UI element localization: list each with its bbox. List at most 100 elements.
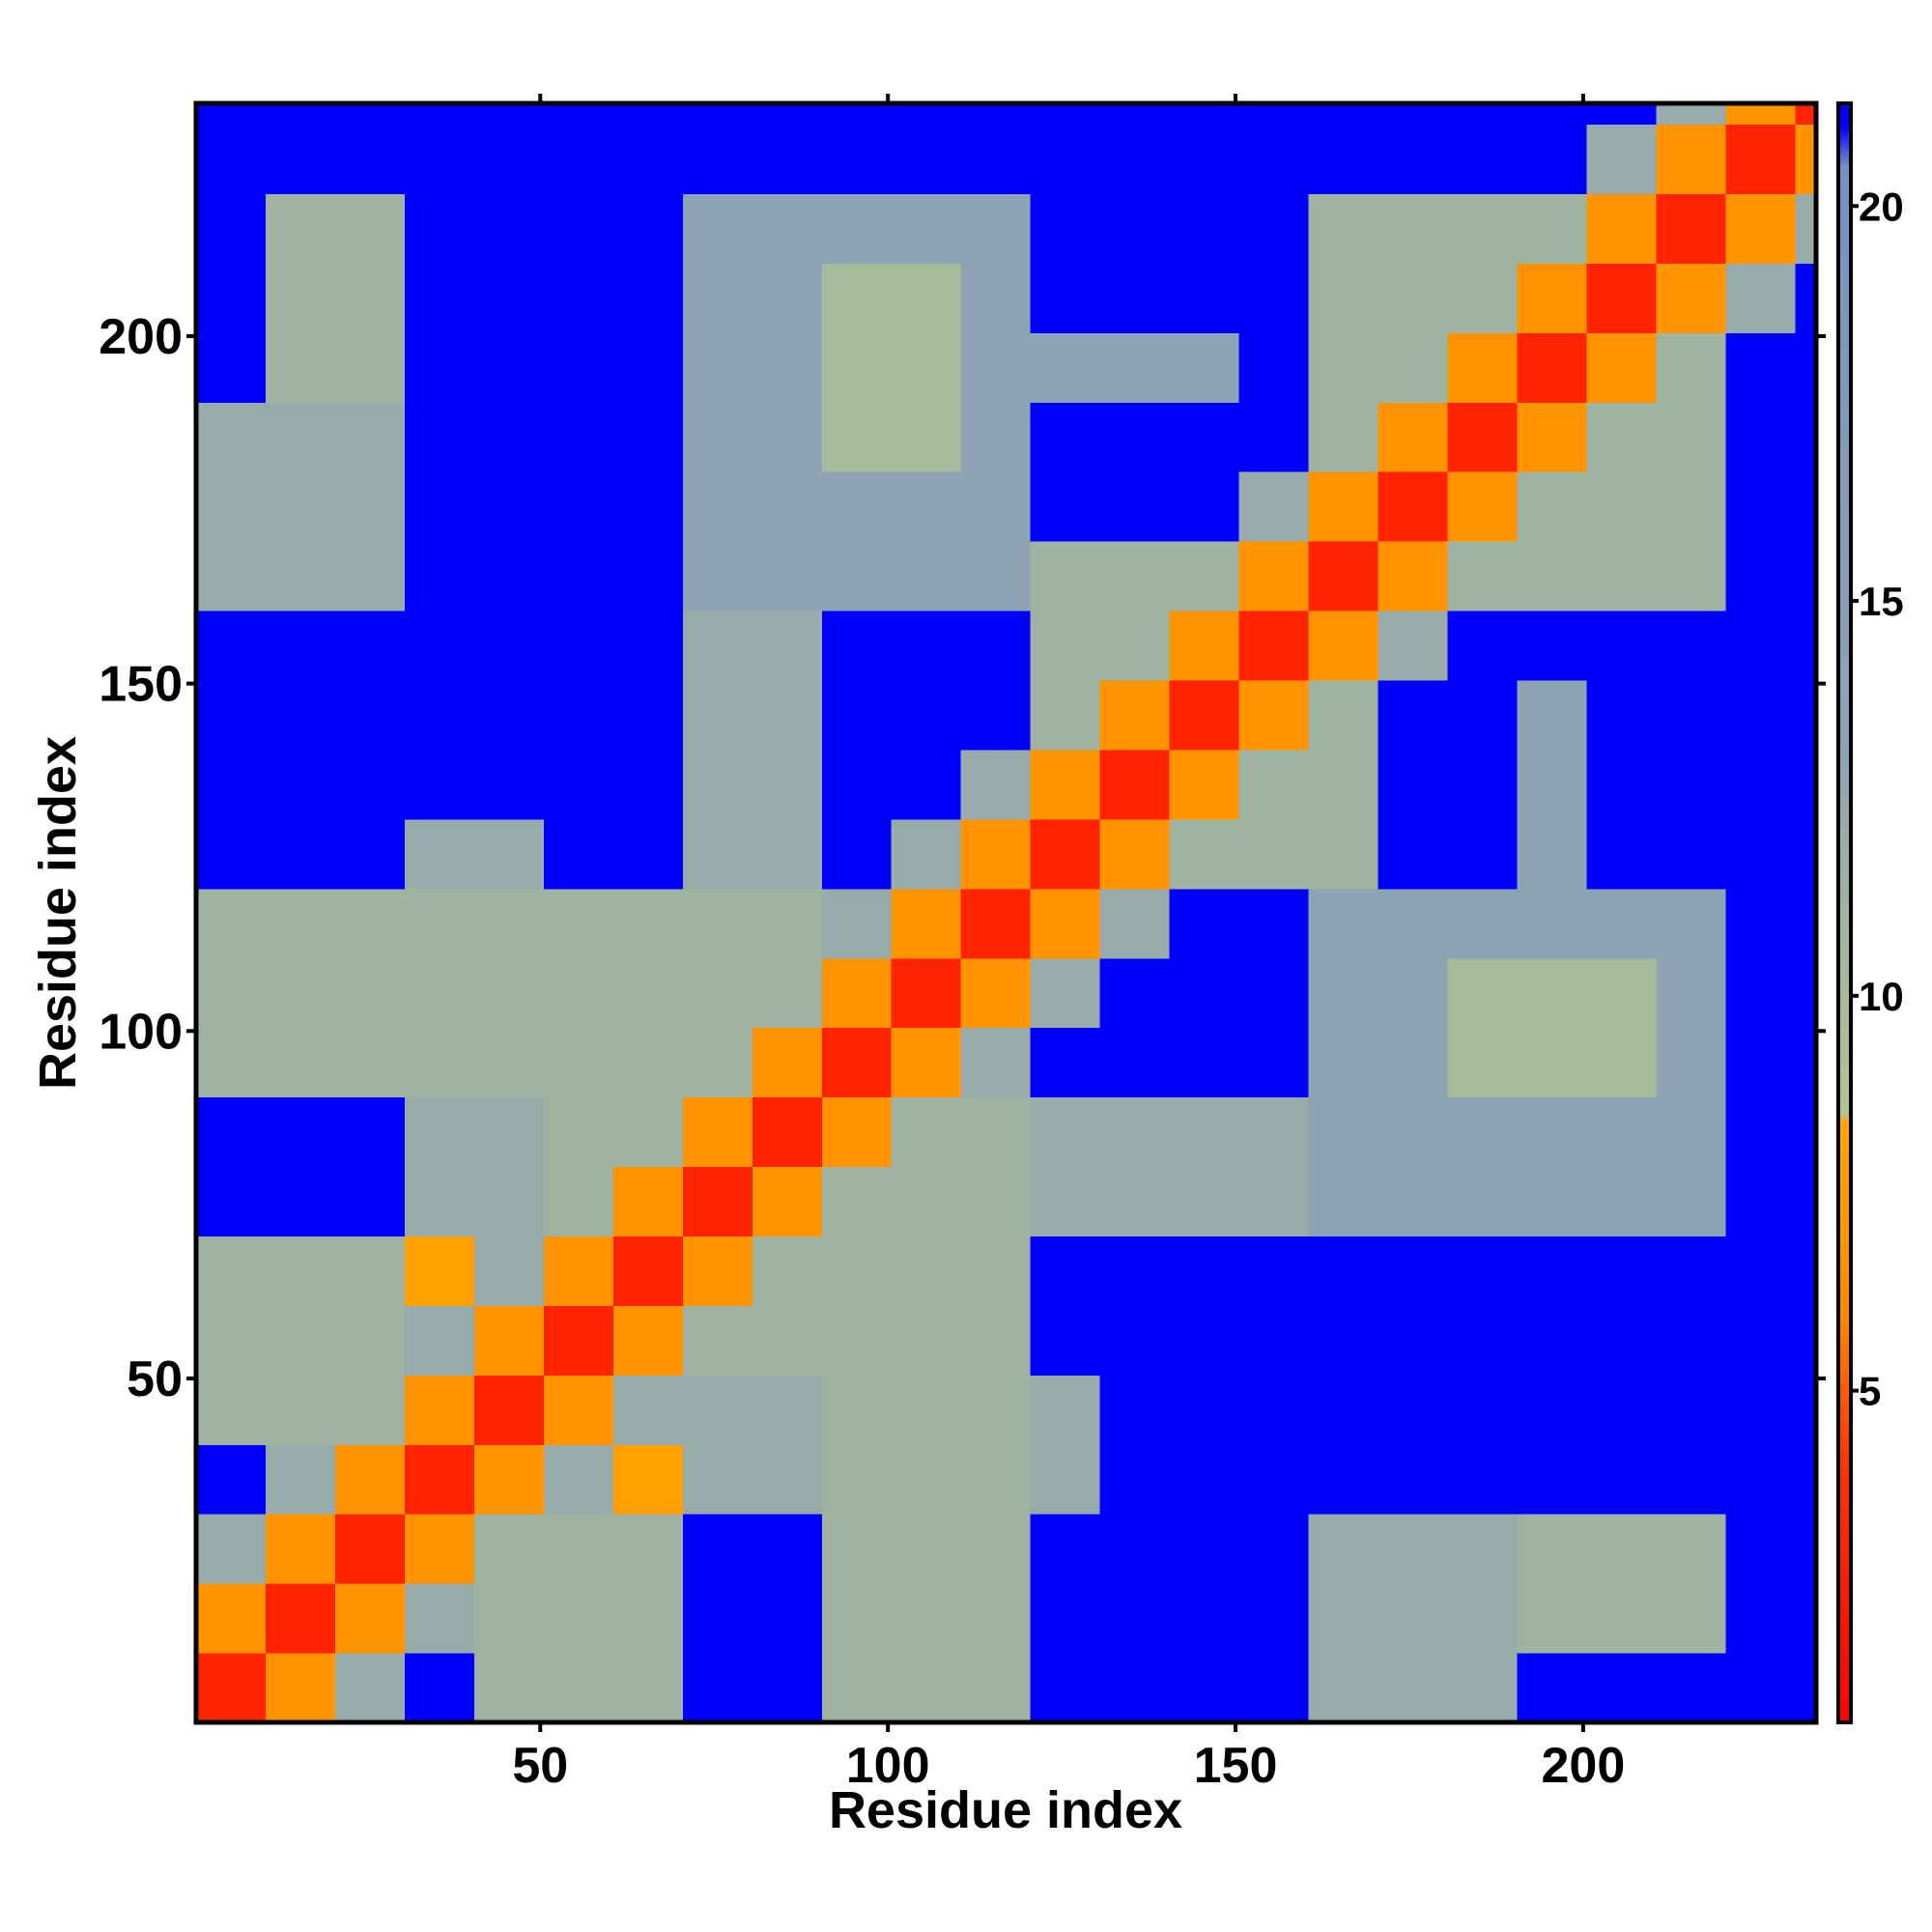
cell — [1517, 193, 1587, 264]
cell — [1656, 402, 1726, 472]
cell — [1238, 402, 1310, 472]
cell — [1238, 1583, 1310, 1654]
cell — [682, 1236, 753, 1306]
cell — [1308, 263, 1379, 333]
cell — [1586, 1096, 1657, 1168]
cell — [1656, 680, 1726, 751]
cell — [1517, 818, 1587, 890]
cell — [1586, 888, 1657, 959]
cell — [1378, 1514, 1449, 1584]
cell — [1378, 1653, 1449, 1723]
cell — [1030, 541, 1101, 611]
cell — [612, 263, 684, 333]
cell — [1378, 611, 1449, 681]
cell — [752, 471, 823, 542]
cell — [404, 680, 475, 751]
cell — [196, 402, 267, 472]
cell — [752, 103, 823, 126]
cell — [404, 1653, 475, 1723]
cell — [196, 888, 267, 959]
cell — [1725, 1444, 1796, 1515]
cell — [752, 402, 823, 472]
cell — [1378, 749, 1449, 820]
cell — [404, 541, 475, 611]
cell — [891, 1375, 962, 1445]
cell — [1656, 1514, 1726, 1584]
cell — [1795, 1514, 1817, 1584]
cell — [891, 1583, 962, 1654]
cell — [1308, 124, 1379, 195]
cell — [1795, 1236, 1817, 1306]
cell — [1030, 1305, 1101, 1376]
x-tick-label: 200 — [1542, 1738, 1626, 1794]
cell — [1169, 1583, 1240, 1654]
cell — [821, 749, 893, 820]
cell — [891, 1444, 962, 1515]
cell — [543, 1096, 614, 1168]
cell — [1447, 471, 1519, 542]
cell — [1030, 471, 1101, 542]
cell — [682, 1444, 753, 1515]
cell — [196, 103, 267, 126]
cell — [1517, 1444, 1587, 1515]
cell — [1169, 749, 1240, 820]
cell — [891, 1027, 962, 1098]
cell — [1099, 1583, 1171, 1654]
cell — [265, 1583, 336, 1654]
cell — [265, 541, 336, 611]
cell — [1238, 1653, 1310, 1723]
cell — [1378, 1096, 1449, 1168]
cell — [1725, 957, 1796, 1029]
cell — [960, 1514, 1032, 1584]
cell — [821, 888, 893, 959]
cell — [265, 1305, 336, 1376]
cell — [1169, 1653, 1240, 1723]
cell — [1795, 1305, 1817, 1376]
cell — [1725, 1027, 1796, 1098]
cell — [891, 818, 962, 890]
cell — [543, 1514, 614, 1584]
cell — [473, 749, 545, 820]
cell — [1099, 1027, 1171, 1098]
cell — [1517, 402, 1587, 472]
cell — [1308, 1583, 1379, 1654]
cell — [1308, 471, 1379, 542]
cell — [1238, 957, 1310, 1029]
cell — [752, 193, 823, 264]
cell — [1517, 1375, 1587, 1445]
cell — [1656, 1583, 1726, 1654]
cell — [1656, 1236, 1726, 1306]
cell — [404, 1096, 475, 1168]
cell — [960, 1583, 1032, 1654]
cell — [1308, 541, 1379, 611]
cell — [473, 193, 545, 264]
cell — [960, 1236, 1032, 1306]
cell — [196, 1096, 267, 1168]
cell — [265, 749, 336, 820]
cell — [1517, 1583, 1587, 1654]
cell — [196, 193, 267, 264]
cell — [543, 1444, 614, 1515]
cell — [891, 680, 962, 751]
cell — [821, 124, 893, 195]
cell — [1447, 103, 1519, 126]
cell — [1169, 818, 1240, 890]
cell — [960, 1305, 1032, 1376]
cell — [265, 332, 336, 403]
cell — [334, 124, 406, 195]
cell — [891, 263, 962, 333]
cell — [1517, 1514, 1587, 1584]
cell — [891, 1514, 962, 1584]
cell — [682, 263, 753, 333]
cell — [752, 749, 823, 820]
cell — [1238, 263, 1310, 333]
cell — [1169, 1375, 1240, 1445]
cell — [1517, 541, 1587, 611]
cell — [543, 1166, 614, 1236]
cell — [1238, 888, 1310, 959]
cell — [821, 193, 893, 264]
cell — [334, 541, 406, 611]
cell — [1656, 103, 1726, 126]
cell — [404, 1027, 475, 1098]
cell — [1447, 1514, 1519, 1584]
